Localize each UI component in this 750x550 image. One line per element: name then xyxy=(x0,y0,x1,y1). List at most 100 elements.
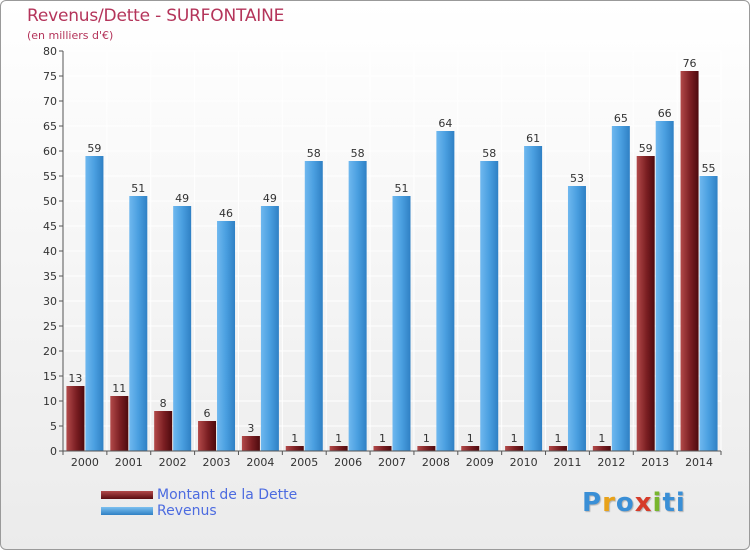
revenue-bar xyxy=(304,161,323,451)
debt-bar xyxy=(110,396,129,451)
revenue-bar xyxy=(567,186,586,451)
revenue-bar xyxy=(699,176,718,451)
revenue-value-label: 55 xyxy=(702,162,716,175)
debt-bar xyxy=(154,411,173,451)
y-tick-label: 50 xyxy=(43,195,57,208)
debt-bar xyxy=(241,436,260,451)
revenue-bar xyxy=(260,206,279,451)
debt-value-label: 3 xyxy=(247,422,254,435)
revenue-value-label: 51 xyxy=(395,182,409,195)
x-axis: 2000 2001 2002 2003 2004 2005 2006 2007 2008 2009… xyxy=(62,450,722,469)
x-tick-label: 2006 xyxy=(334,456,362,469)
y-tick-label: 35 xyxy=(43,270,57,283)
debt-swatch xyxy=(101,491,153,499)
x-tick-label: 2000 xyxy=(71,456,99,469)
y-tick-label: 40 xyxy=(43,245,57,258)
y-tick-label: 5 xyxy=(50,420,57,433)
revenue-value-label: 46 xyxy=(219,207,233,220)
debt-value-label: 8 xyxy=(160,397,167,410)
debt-bar xyxy=(329,446,348,451)
debt-value-label: 1 xyxy=(598,432,605,445)
debt-bar xyxy=(461,446,480,451)
debt-value-label: 1 xyxy=(467,432,474,445)
revenue-bar xyxy=(217,221,236,451)
logo-letter: x xyxy=(634,488,653,518)
revenue-value-label: 66 xyxy=(658,107,672,120)
logo-letter: i xyxy=(652,488,663,518)
logo-letter: ti xyxy=(662,488,686,518)
revenue-bar xyxy=(611,126,630,451)
x-tick-label: 2013 xyxy=(641,456,669,469)
x-tick-label: 2012 xyxy=(597,456,625,469)
legend-item-revenue: Revenus xyxy=(101,503,297,519)
y-tick-label: 55 xyxy=(43,170,57,183)
debt-value-label: 1 xyxy=(291,432,298,445)
chart-subtitle: (en milliers d'€) xyxy=(27,29,114,42)
debt-value-label: 76 xyxy=(683,57,697,70)
debt-bar xyxy=(373,446,392,451)
legend-item-debt: Montant de la Dette xyxy=(101,487,297,503)
debt-bar xyxy=(417,446,436,451)
revenue-bar xyxy=(129,196,148,451)
debt-value-label: 1 xyxy=(511,432,518,445)
debt-value-label: 59 xyxy=(639,142,653,155)
debt-bar xyxy=(636,156,655,451)
revenue-bar xyxy=(480,161,499,451)
revenue-bar xyxy=(348,161,367,451)
revenue-value-label: 61 xyxy=(526,132,540,145)
debt-value-label: 1 xyxy=(379,432,386,445)
revenue-value-label: 49 xyxy=(175,192,189,205)
revenue-swatch xyxy=(101,507,153,515)
x-tick-label: 2004 xyxy=(246,456,274,469)
bars: 13 59 11 51 8 49 6 46 3 49 1 58 1 58 1 51 1 64 1 58 1 61 1 53 1 6… xyxy=(66,57,718,451)
revenue-value-label: 64 xyxy=(438,117,452,130)
debt-value-label: 6 xyxy=(204,407,211,420)
revenue-value-label: 65 xyxy=(614,112,628,125)
revenue-value-label: 49 xyxy=(263,192,277,205)
debt-bar xyxy=(66,386,85,451)
revenue-bar xyxy=(655,121,674,451)
y-axis: 0 5 10 15 20 25 30 35 40 45 50 55 60 65 70 75 80 xyxy=(43,45,64,458)
legend-label-revenue: Revenus xyxy=(157,503,217,519)
revenue-value-label: 58 xyxy=(482,147,496,160)
revenue-value-label: 51 xyxy=(131,182,145,195)
legend-label-debt: Montant de la Dette xyxy=(157,487,298,503)
debt-bar xyxy=(548,446,567,451)
y-tick-label: 65 xyxy=(43,120,57,133)
debt-value-label: 1 xyxy=(423,432,430,445)
revenue-bar xyxy=(392,196,411,451)
x-tick-label: 2010 xyxy=(510,456,538,469)
x-tick-label: 2005 xyxy=(290,456,318,469)
revenue-bar xyxy=(524,146,543,451)
revenue-value-label: 53 xyxy=(570,172,584,185)
logo-letter: o xyxy=(615,488,635,518)
y-tick-label: 60 xyxy=(43,145,57,158)
x-tick-label: 2009 xyxy=(466,456,494,469)
revenue-value-label: 58 xyxy=(351,147,365,160)
chart-title: Revenus/Dette - SURFONTAINE xyxy=(27,6,285,26)
y-tick-label: 45 xyxy=(43,220,57,233)
debt-bar xyxy=(592,446,611,451)
x-tick-label: 2008 xyxy=(422,456,450,469)
gridlines xyxy=(62,50,722,452)
debt-bar xyxy=(680,71,699,451)
x-tick-label: 2003 xyxy=(203,456,231,469)
revenue-bar xyxy=(85,156,104,451)
y-tick-label: 75 xyxy=(43,70,57,83)
x-tick-label: 2014 xyxy=(685,456,713,469)
y-tick-label: 30 xyxy=(43,295,57,308)
revenue-bar xyxy=(436,131,455,451)
debt-bar xyxy=(198,421,217,451)
y-tick-label: 25 xyxy=(43,320,57,333)
x-tick-label: 2001 xyxy=(115,456,143,469)
y-tick-label: 0 xyxy=(50,445,57,458)
y-tick-label: 15 xyxy=(43,370,57,383)
proxiti-logo: Proxiti xyxy=(582,488,686,518)
logo-letter: r xyxy=(602,488,616,518)
x-tick-label: 2007 xyxy=(378,456,406,469)
debt-value-label: 11 xyxy=(112,382,126,395)
y-tick-label: 10 xyxy=(43,395,57,408)
y-tick-label: 20 xyxy=(43,345,57,358)
